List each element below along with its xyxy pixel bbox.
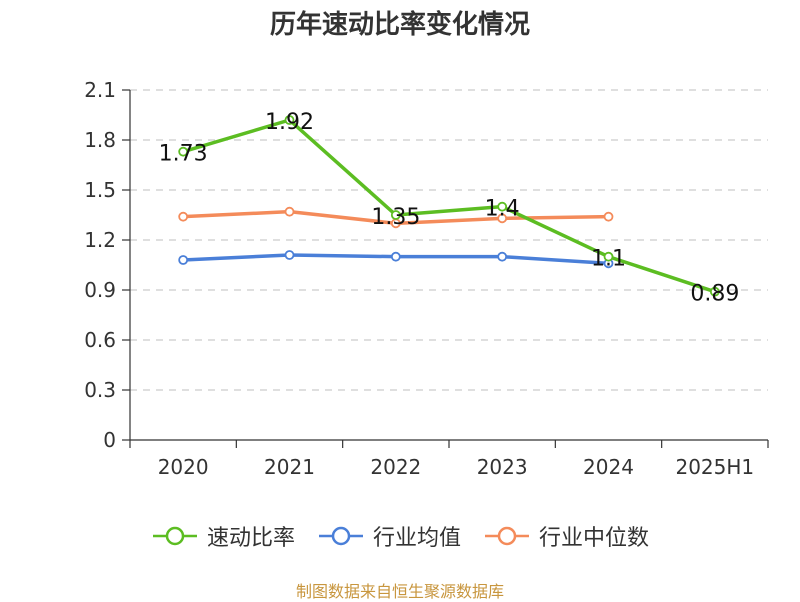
legend-item-industry-median[interactable]: 行业中位数 xyxy=(483,520,649,552)
data-labels: 1.73 1.92 1.35 1.4 1.1 0.89 xyxy=(159,110,740,307)
legend-label: 速动比率 xyxy=(206,526,295,551)
data-point xyxy=(284,115,295,125)
legend-item-speed-ratio[interactable]: 速动比率 xyxy=(151,520,295,552)
data-point xyxy=(603,251,614,262)
data-point xyxy=(603,211,614,222)
data-label: 1.1 xyxy=(591,247,626,272)
data-label: 1.92 xyxy=(265,110,314,135)
legend-label: 行业均值 xyxy=(372,526,461,551)
data-point xyxy=(284,206,295,217)
data-point xyxy=(284,250,295,260)
x-tick-label: 2020 xyxy=(158,455,209,479)
data-point xyxy=(178,146,189,157)
legend-item-industry-mean[interactable]: 行业均值 xyxy=(317,520,461,552)
data-label: 1.4 xyxy=(485,197,520,222)
y-tick-label: 0.6 xyxy=(84,328,116,352)
x-tick-label: 2023 xyxy=(477,455,528,479)
source-note: 制图数据来自恒生聚源数据库 xyxy=(295,582,504,601)
legend-line-marker-icon xyxy=(318,526,363,546)
data-label: 0.89 xyxy=(690,282,739,307)
data-point xyxy=(709,286,720,297)
y-tick-label: 0.9 xyxy=(84,278,116,302)
x-tick-label: 2021 xyxy=(264,455,315,479)
data-point xyxy=(497,251,508,262)
legend: 速动比率 行业均值 行业中位数 xyxy=(0,520,800,552)
series-line xyxy=(182,118,716,294)
x-tick-label: 2022 xyxy=(370,455,421,479)
y-tick-label: 1.8 xyxy=(84,128,116,152)
y-tick-label: 1.2 xyxy=(84,228,116,252)
x-tick-label: 2025H1 xyxy=(675,455,754,479)
data-point xyxy=(178,255,189,265)
legend-line-marker-icon xyxy=(152,526,197,546)
y-tick-label: 2.1 xyxy=(84,78,116,102)
grid-lines xyxy=(130,89,768,391)
chart-title: 历年速动比率变化情况 xyxy=(269,10,530,40)
legend-label: 行业中位数 xyxy=(539,526,650,551)
data-point xyxy=(497,213,508,224)
data-label: 1.35 xyxy=(371,205,420,230)
series-lines xyxy=(178,115,720,297)
data-point xyxy=(178,211,189,222)
data-label: 1.73 xyxy=(159,142,208,167)
data-point xyxy=(390,210,401,220)
x-tick-label: 2024 xyxy=(583,455,634,479)
data-point xyxy=(390,251,401,262)
y-tick-label: 0.3 xyxy=(84,378,116,402)
y-tick-label: 0 xyxy=(103,428,116,452)
legend-line-marker-icon xyxy=(485,526,529,546)
axes: 0 0.3 0.6 0.9 1.2 1.5 1.8 2.1 2020 2021 2022 2023 20… xyxy=(84,78,769,479)
y-tick-label: 1.5 xyxy=(84,178,116,202)
data-point xyxy=(497,201,508,212)
